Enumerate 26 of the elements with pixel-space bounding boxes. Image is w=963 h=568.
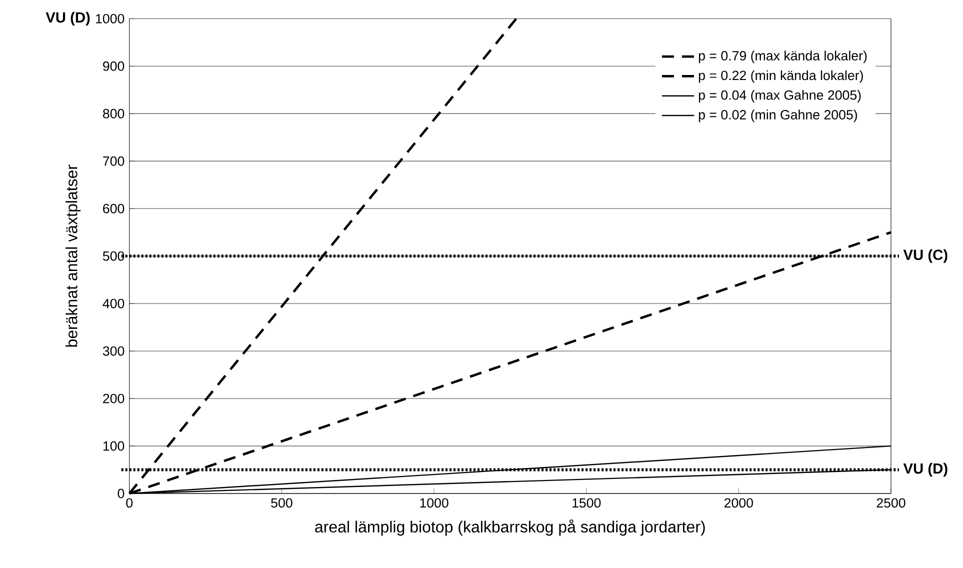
- x-tick-label: 2500: [876, 498, 906, 508]
- legend-label: p = 0.04 (max Gahne 2005): [698, 90, 861, 102]
- legend-label: p = 0.22 (min kända lokaler): [698, 70, 863, 83]
- y-tick-label: 1000: [96, 14, 124, 24]
- y-tick-label: 200: [103, 394, 124, 404]
- x-tick-label: 1500: [572, 498, 601, 508]
- y-tick-label: 300: [102, 346, 124, 356]
- legend-label: p = 0.79 (max kända lokaler): [698, 50, 867, 64]
- x-tick-label: 2000: [724, 498, 753, 508]
- ref-line-label: VU (C): [903, 249, 948, 263]
- x-tick-label: 500: [271, 498, 292, 508]
- y-tick-label: 500: [102, 251, 124, 261]
- y-tick-label: 0: [118, 488, 124, 498]
- ref-line-label: VU (D): [903, 462, 948, 476]
- y-axis-title: beräknat antal växtplatser: [66, 164, 81, 347]
- y-tick-label: 800: [103, 108, 124, 118]
- y-tick-label: 700: [103, 156, 124, 166]
- legend-label: p = 0.02 (min Gahne 2005): [698, 110, 857, 122]
- x-tick-label: 0: [126, 498, 133, 508]
- text: VU (D): [46, 12, 90, 26]
- y-tick-label: 600: [103, 204, 124, 214]
- x-axis-title: areal lämplig biotop (kalkbarrskog på sandiga jordarter): [315, 519, 705, 536]
- x-tick-label: 1000: [420, 498, 448, 508]
- y-tick-label: 900: [103, 61, 124, 71]
- y-tick-label: 100: [103, 441, 124, 451]
- y-tick-label: 400: [102, 298, 124, 308]
